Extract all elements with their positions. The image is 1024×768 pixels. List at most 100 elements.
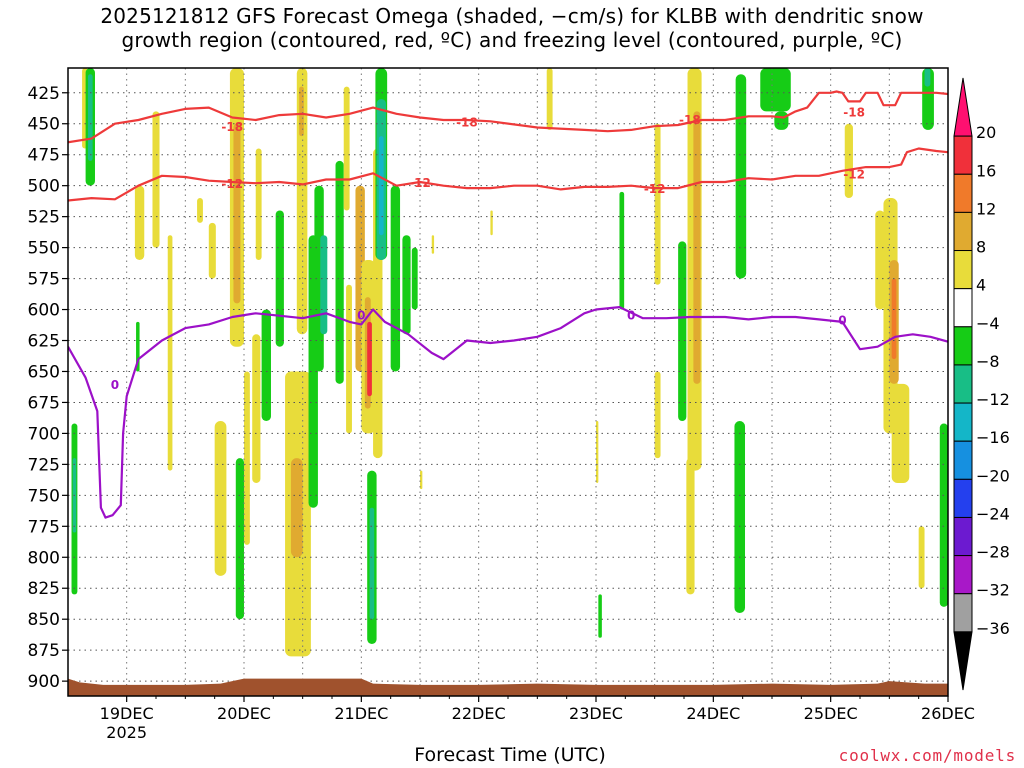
contour-minus12 [68, 147, 948, 202]
label-minus18-2: -18 [679, 113, 701, 127]
y-tick-label-875: 875 [28, 641, 60, 661]
omega-cell-18 [255, 148, 262, 260]
omega-cell-52 [654, 371, 661, 459]
omega-cell-57 [735, 74, 747, 279]
x-tick-label-25DEC: 25DEC [804, 704, 858, 723]
colorbar-label-5: −4 [976, 314, 1000, 333]
x-tick-year: 2025 [106, 723, 147, 742]
x-tick-label-22DEC: 22DEC [452, 704, 506, 723]
colorbar-label-8: −16 [976, 428, 1010, 447]
label-minus12-2: -12 [644, 182, 666, 196]
omega-cell-70 [939, 423, 948, 607]
y-tick-label-900: 900 [28, 672, 60, 692]
omega-cell-34 [367, 321, 372, 397]
omega-cell-29 [343, 86, 350, 211]
contour-lines [68, 90, 948, 519]
contour-labels: -18 -18 -18 -18 -12 -12 -12 -12 0 0 0 0 [111, 105, 865, 392]
omega-cell-14 [233, 123, 241, 304]
contour-freezing [68, 306, 948, 519]
omega-cell-66 [891, 383, 910, 483]
label-freezing-1: 0 [357, 308, 365, 322]
colorbar-swatch-12 [953, 555, 973, 595]
plot-frame [67, 67, 949, 697]
y-tick-label-425: 425 [28, 84, 60, 104]
colorbar-label-3: 8 [976, 238, 986, 257]
colorbar-label-7: −12 [976, 390, 1010, 409]
omega-cell-50 [619, 191, 625, 310]
label-freezing-2: 0 [627, 308, 635, 322]
colorbar-label-9: −20 [976, 466, 1010, 485]
x-tick-label-26DEC: 26DEC [921, 704, 975, 723]
y-tick-label-800: 800 [28, 548, 60, 568]
y-tick-label-450: 450 [28, 115, 60, 135]
x-tick-label-21DEC: 21DEC [334, 704, 388, 723]
omega-cell-49 [598, 594, 602, 638]
credit-link[interactable]: coolwx.com/models [838, 746, 1016, 765]
omega-cell-16 [235, 458, 244, 620]
chart-title-line1: 2025121812 GFS Forecast Omega (shaded, −… [100, 4, 924, 28]
omega-cell-17 [252, 334, 261, 483]
label-minus12-1: -12 [409, 176, 431, 190]
colorbar-label-13: −36 [976, 619, 1010, 638]
colorbar-swatch-2 [953, 173, 973, 213]
omega-cell-19 [261, 309, 271, 422]
omega-cell-11 [208, 222, 216, 279]
omega-cell-28 [335, 160, 344, 384]
omega-cell-44 [420, 470, 423, 490]
omega-cell-10 [197, 198, 203, 223]
omega-cell-60 [774, 111, 789, 130]
x-tick-label-20DEC: 20DEC [217, 704, 271, 723]
y-tick-label-525: 525 [28, 208, 60, 228]
omega-cell-20 [275, 210, 284, 347]
omega-cell-22 [290, 458, 303, 558]
y-tick-label-625: 625 [28, 332, 60, 352]
omega-cell-53 [678, 241, 687, 422]
colorbar-swatch-13 [953, 593, 973, 633]
colorbar-swatch-4 [953, 250, 973, 290]
omega-cell-47 [546, 68, 553, 130]
omega-cell-42 [402, 235, 411, 335]
omega-cell-2 [75, 0, 81, 37]
colorbar-swatch-1 [953, 135, 973, 175]
omega-cell-65 [891, 278, 897, 360]
colorbar: 20 16 12 8 4 −4 −8 −12 −16 −20 −24 −28 −32 −36 [953, 77, 1010, 691]
omega-cell-12 [214, 421, 227, 576]
colorbar-swatch-5 [953, 288, 973, 328]
label-minus18-3: -18 [843, 105, 865, 119]
y-tick-label-550: 550 [28, 239, 60, 259]
omega-shading [71, 0, 948, 657]
colorbar-label-0: 20 [976, 123, 996, 142]
colorbar-triangle-bottom [953, 631, 973, 691]
colorbar-swatch-3 [953, 211, 973, 252]
omega-cell-9 [167, 235, 173, 471]
omega-cell-59 [760, 68, 791, 112]
label-freezing-0: 0 [111, 378, 119, 392]
omega-cell-15 [244, 371, 250, 545]
y-tick-label-750: 750 [28, 486, 60, 506]
colorbar-label-4: 4 [976, 276, 986, 295]
colorbar-label-11: −28 [976, 543, 1010, 562]
omega-cell-69 [924, 68, 931, 87]
y-tick-label-500: 500 [28, 177, 60, 197]
colorbar-swatch-7 [953, 364, 973, 404]
terrain-layer [68, 678, 948, 696]
omega-cell-40 [378, 136, 384, 236]
omega-cell-36 [369, 507, 375, 620]
label-minus12-0: -12 [221, 177, 243, 191]
colorbar-swatch-8 [953, 402, 973, 442]
colorbar-swatch-9 [953, 440, 973, 480]
label-minus18-0: -18 [221, 120, 243, 134]
chart-title: 2025121812 GFS Forecast Omega (shaded, −… [0, 4, 1024, 52]
label-freezing-3: 0 [838, 313, 846, 327]
chart-title-line2: growth region (contoured, red, ºC) and f… [121, 28, 903, 52]
omega-cell-6 [134, 185, 145, 260]
label-minus18-1: -18 [456, 115, 478, 129]
omega-cell-62 [875, 210, 885, 310]
omega-cell-8 [152, 111, 160, 248]
x-tick-label-19DEC: 19DEC [100, 704, 154, 723]
colorbar-swatch-6 [953, 326, 973, 366]
omega-cell-27 [320, 235, 328, 335]
y-tick-label-725: 725 [28, 455, 60, 475]
terrain-fill [68, 678, 948, 696]
